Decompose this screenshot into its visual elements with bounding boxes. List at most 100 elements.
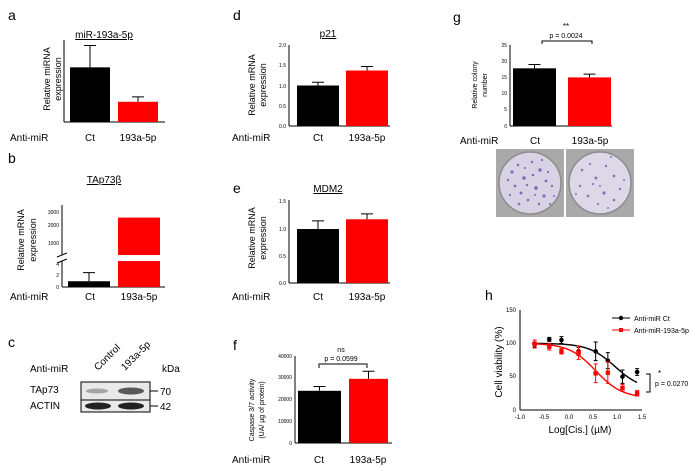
- x-tick-label: 1.5: [638, 415, 647, 421]
- bar-ct: [68, 281, 110, 287]
- bar-193a-5p: [568, 77, 611, 126]
- y-tick-label: 3000: [48, 210, 59, 216]
- category-label-ct: Ct: [530, 136, 540, 147]
- category-label-ct: Ct: [313, 133, 323, 144]
- error-bar-ct: [83, 272, 95, 282]
- panel-g: g ** p = 0.0024 Relative colony number 2…: [453, 9, 634, 217]
- blot-row-label-tap73: TAp73: [30, 385, 59, 396]
- y-axis-label-line1: Relative mRNA: [16, 209, 26, 271]
- data-point-0-4: [593, 349, 598, 354]
- y-ticks: 1.5 1.0 0.5 0.0: [279, 199, 286, 287]
- panel-label: a: [8, 7, 16, 23]
- y-tick-label: 50: [509, 374, 516, 380]
- y-tick-label: 1.5: [279, 63, 286, 69]
- y-tick-label: 2.0: [279, 43, 286, 49]
- panel-c: c Control 193a-5p Anti-miR kDa TAp73 70 …: [8, 334, 180, 413]
- bar-ct: [70, 67, 110, 122]
- y-tick-label: 2000: [48, 223, 59, 229]
- axis-break-mark: [56, 252, 68, 258]
- panel-d: d p21 Relative mRNA expression 2.0 1.5 1…: [232, 7, 390, 144]
- colony-dots-ct: [506, 158, 555, 206]
- y-tick-label: 1.0: [279, 84, 286, 90]
- category-label-ct: Ct: [85, 292, 95, 303]
- x-tick-label: -0.5: [539, 415, 550, 421]
- y-ticks: 150 100 50 0: [506, 308, 517, 414]
- category-label-193a-5p: 193a-5p: [121, 292, 158, 303]
- panel-label: e: [233, 180, 241, 196]
- axis-break-mark: [56, 258, 68, 264]
- panel-label: b: [8, 150, 16, 166]
- y-tick-label: 0: [289, 441, 292, 447]
- p-value-label: p = 0.0024: [549, 33, 582, 40]
- y-axis-label-line1: Relative miRNA: [42, 47, 52, 111]
- y-tick-label: 30000: [278, 375, 292, 381]
- data-point-1-7: [634, 391, 640, 396]
- group-label: Anti-miR: [30, 364, 68, 375]
- data-point-1-6: [620, 385, 625, 391]
- blot-band: [85, 402, 111, 410]
- category-label-193a-5p: 193a-5p: [349, 292, 386, 303]
- y-tick-label: 1000: [48, 241, 59, 247]
- colony-dots-193a-5p: [575, 156, 625, 209]
- x-tick-label: 0.5: [589, 415, 598, 421]
- y-tick-label: 0: [56, 285, 59, 291]
- data-point-1-0: [532, 341, 537, 347]
- error-bar-ct: [312, 220, 324, 229]
- y-tick-label: 100: [506, 341, 517, 347]
- error-bar-ct: [312, 81, 324, 86]
- y-tick-label: 1.0: [279, 227, 286, 233]
- y-tick-label: 2: [56, 273, 59, 279]
- y-axis-label-line2: expression: [258, 216, 268, 260]
- data-point-0-1: [546, 337, 552, 342]
- category-label-193a-5p: 193a-5p: [349, 133, 386, 144]
- significance-bracket: [318, 363, 368, 368]
- bar-193a-5p: [349, 378, 388, 443]
- kda-value-70: 70: [160, 387, 172, 398]
- y-axis-label-line2: expression: [28, 218, 38, 262]
- group-label: Anti-miR: [460, 136, 498, 147]
- error-bar-ct: [528, 63, 541, 69]
- y-tick-label: 0.0: [279, 281, 286, 287]
- panel-label: f: [233, 337, 237, 353]
- chart-title: miR-193a-5p: [75, 30, 133, 41]
- x-tick-label: 1.0: [613, 415, 622, 421]
- y-ticks: 40000 30000 20000 10000 0: [278, 354, 292, 447]
- y-tick-label: 1.5: [279, 199, 286, 205]
- y-tick-label: 20000: [278, 397, 292, 403]
- group-label: Anti-miR: [232, 133, 270, 144]
- bar-ct: [297, 229, 339, 283]
- bar-193a-5p-lower: [118, 261, 160, 287]
- y-tick-label: 0.0: [279, 124, 286, 130]
- y-axis-label-line2: number: [482, 72, 489, 96]
- bar-193a-5p: [346, 219, 388, 283]
- category-label-ct: Ct: [85, 133, 95, 144]
- bar-group: [70, 44, 158, 122]
- data-point-0-2: [559, 337, 564, 343]
- panel-f: f ns p = 0.0599 Caspase 3/7 activity (UA…: [232, 337, 392, 466]
- blot-band: [118, 402, 144, 410]
- y-axis-label-line1: Relative colony: [472, 61, 479, 109]
- y-tick-label: 0: [504, 124, 507, 130]
- colony-plate-images: [496, 149, 634, 217]
- chart-title: MDM2: [313, 184, 343, 195]
- x-tick-label: -1.0: [515, 415, 526, 421]
- category-label-193a-5p: 193a-5p: [350, 455, 387, 466]
- group-label: Anti-miR: [10, 292, 48, 303]
- panel-a: a miR-193a-5p Relative miRNA expression …: [8, 7, 165, 144]
- blot-row-label-actin: ACTIN: [30, 401, 60, 412]
- y-tick-label: 40000: [278, 354, 292, 360]
- y-tick-label: 0: [513, 408, 517, 414]
- p-value-label: p = 0.0270: [655, 381, 688, 388]
- bar-193a-5p: [346, 70, 388, 126]
- category-label-193a-5p: 193a-5p: [120, 133, 157, 144]
- data-point-0-7: [634, 369, 640, 375]
- error-bar-ct: [313, 385, 326, 391]
- legend: Anti-miR Ct Anti-miR-193a-5p: [612, 315, 689, 335]
- group-label: Anti-miR: [10, 133, 48, 144]
- legend-label-ct: Anti-miR Ct: [634, 316, 670, 323]
- panel-label: c: [8, 334, 15, 350]
- panel-b: b TAp73β Relative mRNA expression 3000 2…: [8, 150, 165, 303]
- y-tick-label: 10000: [278, 419, 292, 425]
- significance-label: **: [563, 22, 569, 31]
